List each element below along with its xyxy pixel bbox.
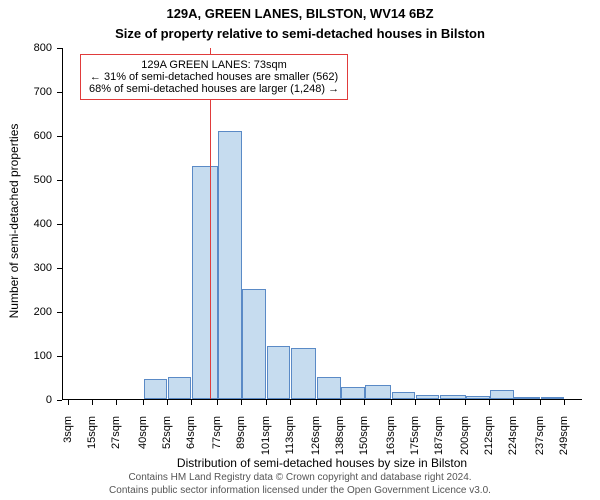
x-tick xyxy=(266,400,267,405)
x-tick xyxy=(241,400,242,405)
y-tick xyxy=(57,224,62,225)
y-axis-label: Number of semi-detached properties xyxy=(7,45,21,397)
histogram-bar xyxy=(392,392,416,399)
x-tick xyxy=(391,400,392,405)
histogram-bar xyxy=(218,131,242,399)
histogram-bar xyxy=(192,166,218,399)
info-line-property: 129A GREEN LANES: 73sqm xyxy=(89,59,339,71)
y-tick xyxy=(57,400,62,401)
histogram-bar xyxy=(440,395,466,399)
y-tick xyxy=(57,356,62,357)
y-tick xyxy=(57,136,62,137)
histogram-bar xyxy=(291,348,317,399)
histogram-bar xyxy=(416,395,440,399)
histogram-bar xyxy=(490,390,514,399)
x-tick xyxy=(415,400,416,405)
histogram-bar xyxy=(341,387,365,399)
footer-line-1: Contains HM Land Registry data © Crown c… xyxy=(0,472,600,483)
histogram-bar xyxy=(144,379,168,399)
x-tick xyxy=(489,400,490,405)
y-tick xyxy=(57,312,62,313)
histogram-bar xyxy=(541,397,565,399)
y-tick xyxy=(57,268,62,269)
x-tick xyxy=(513,400,514,405)
chart-title-address: 129A, GREEN LANES, BILSTON, WV14 6BZ xyxy=(0,6,600,21)
histogram-bar xyxy=(168,377,192,399)
x-tick xyxy=(465,400,466,405)
x-tick xyxy=(439,400,440,405)
x-axis-label: Distribution of semi-detached houses by … xyxy=(62,456,582,470)
x-tick xyxy=(564,400,565,405)
x-tick xyxy=(217,400,218,405)
chart-title-sub: Size of property relative to semi-detach… xyxy=(0,26,600,41)
y-tick xyxy=(57,92,62,93)
histogram-bar xyxy=(317,377,341,399)
x-tick xyxy=(92,400,93,405)
info-box: 129A GREEN LANES: 73sqm ← 31% of semi-de… xyxy=(80,54,348,100)
histogram-bar xyxy=(514,397,540,399)
histogram-bar xyxy=(466,396,490,399)
y-tick xyxy=(57,180,62,181)
chart-container: { "title1": "129A, GREEN LANES, BILSTON,… xyxy=(0,0,600,500)
info-line-larger: 68% of semi-detached houses are larger (… xyxy=(89,83,339,95)
x-tick xyxy=(316,400,317,405)
x-tick xyxy=(167,400,168,405)
x-tick xyxy=(290,400,291,405)
plot-area xyxy=(62,48,582,400)
y-tick xyxy=(57,48,62,49)
x-tick xyxy=(116,400,117,405)
x-tick xyxy=(68,400,69,405)
marker-line xyxy=(210,48,211,399)
x-tick xyxy=(143,400,144,405)
footer-line-2: Contains public sector information licen… xyxy=(0,485,600,496)
histogram-bar xyxy=(242,289,266,399)
x-tick xyxy=(191,400,192,405)
histogram-bar xyxy=(267,346,291,399)
x-tick xyxy=(540,400,541,405)
histogram-bar xyxy=(365,385,391,399)
x-tick xyxy=(340,400,341,405)
info-line-smaller: ← 31% of semi-detached houses are smalle… xyxy=(89,71,339,83)
x-tick xyxy=(364,400,365,405)
